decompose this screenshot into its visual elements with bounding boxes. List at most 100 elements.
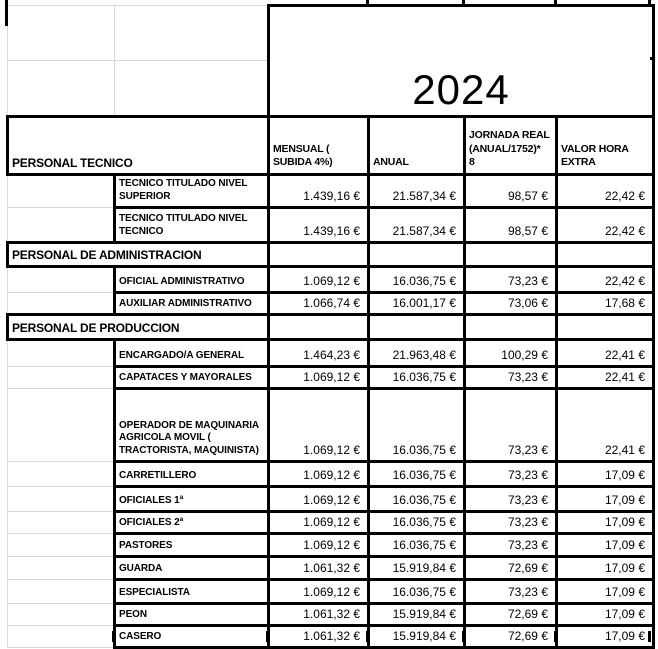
cell-mensual[interactable]: 1.439,16 € xyxy=(267,206,370,244)
cell-mensual[interactable]: 1.069,12 € xyxy=(267,460,370,488)
row-label-cell[interactable]: ESPECIALISTA xyxy=(113,578,270,605)
cell-hora-extra[interactable]: 22,41 € xyxy=(555,365,655,390)
cell-anual[interactable]: 15.919,84 € xyxy=(367,555,466,581)
row-label-cell[interactable]: OFICIAL ADMINISTRATIVO xyxy=(113,265,270,294)
row-label-cell[interactable]: CAPATACES Y MAYORALES xyxy=(113,365,270,390)
gridline-tick xyxy=(650,57,655,60)
cell-anual[interactable]: 16.036,75 € xyxy=(367,387,466,463)
cell-hora-extra[interactable]: 22,42 € xyxy=(555,206,655,244)
cell-mensual[interactable]: 1.061,32 € xyxy=(267,602,370,627)
row-label-cell[interactable]: TECNICO TITULADO NIVEL SUPERIOR xyxy=(113,173,270,209)
row-label-cell[interactable]: AUXILIAR ADMINISTRATIVO xyxy=(113,291,270,316)
empty-cell xyxy=(267,313,370,341)
cell-jornada[interactable]: 73,23 € xyxy=(463,265,558,294)
row-label-cell[interactable]: ENCARGADO/A GENERAL xyxy=(113,338,270,368)
cell-jornada[interactable]: 72,69 € xyxy=(463,624,558,649)
row-label-cell[interactable]: CARRETILLERO xyxy=(113,460,270,488)
cell-jornada[interactable]: 100,29 € xyxy=(463,338,558,368)
row-label-cell[interactable]: OPERADOR DE MAQUINARIA AGRICOLA MOVIL ( … xyxy=(113,387,270,463)
cell-hora-extra[interactable]: 17,68 € xyxy=(555,291,655,316)
cell-anual[interactable]: 15.919,84 € xyxy=(367,602,466,627)
cell-mensual[interactable]: 1.069,12 € xyxy=(267,387,370,463)
cell-year[interactable]: 2024 xyxy=(267,4,655,118)
cell-jornada[interactable]: 98,57 € xyxy=(463,173,558,209)
cell-hora-extra[interactable]: 17,09 € xyxy=(555,532,655,558)
cell-anual[interactable]: 16.036,75 € xyxy=(367,460,466,488)
cell-jornada[interactable]: 98,57 € xyxy=(463,206,558,244)
cell-mensual[interactable]: 1.069,12 € xyxy=(267,265,370,294)
cell-jornada[interactable]: 72,69 € xyxy=(463,602,558,627)
cell-hora-extra[interactable]: 17,09 € xyxy=(555,578,655,605)
cell-jornada[interactable]: 73,06 € xyxy=(463,291,558,316)
cell-hora-extra[interactable]: 17,09 € xyxy=(555,624,655,649)
gridline-tick xyxy=(462,631,465,642)
cell-hora-extra[interactable]: 17,09 € xyxy=(555,602,655,627)
cell-jornada[interactable]: 73,23 € xyxy=(463,387,558,463)
empty-cell xyxy=(367,313,466,341)
col-header-anual[interactable]: ANUAL xyxy=(367,115,466,176)
row-label-cell[interactable]: OFICIALES 1ª xyxy=(113,485,270,513)
cell-anual[interactable]: 21.587,34 € xyxy=(367,173,466,209)
cell-mensual[interactable]: 1.069,12 € xyxy=(267,365,370,390)
cell-jornada[interactable]: 73,23 € xyxy=(463,532,558,558)
cell-hora-extra[interactable]: 22,42 € xyxy=(555,265,655,294)
row-indent-cell xyxy=(7,486,115,512)
cell-hora-extra[interactable]: 17,09 € xyxy=(555,555,655,581)
cell-jornada[interactable]: 72,69 € xyxy=(463,555,558,581)
cell-anual[interactable]: 16.036,75 € xyxy=(367,365,466,390)
cell-anual[interactable]: 21.963,48 € xyxy=(367,338,466,368)
cell-jornada[interactable]: 73,23 € xyxy=(463,460,558,488)
cell-hora-extra[interactable]: 22,41 € xyxy=(555,338,655,368)
cell-mensual[interactable]: 1.061,32 € xyxy=(267,624,370,649)
cell-mensual[interactable]: 1.464,23 € xyxy=(267,338,370,368)
row-label-cell[interactable]: OFICIALES 2ª xyxy=(113,510,270,535)
cell-anual[interactable]: 16.036,75 € xyxy=(367,485,466,513)
col-header-valor-hora-extra[interactable]: VALOR HORA EXTRA xyxy=(555,115,655,176)
table-row: OFICIALES 2ª 1.069,12 € 16.036,75 € 73,2… xyxy=(7,510,655,535)
section-label-cell[interactable]: PERSONAL DE ADMINISTRACION xyxy=(6,241,270,268)
cell-anual[interactable]: 16.036,75 € xyxy=(367,265,466,294)
cell-jornada[interactable]: 73,23 € xyxy=(463,485,558,513)
table-row: TECNICO TITULADO NIVEL TECNICO 1.439,16 … xyxy=(7,206,655,244)
row-indent-cell xyxy=(7,556,115,580)
cell-jornada[interactable]: 73,23 € xyxy=(463,510,558,535)
cell-hora-extra[interactable]: 17,09 € xyxy=(555,510,655,535)
table-row: GUARDA 1.061,32 € 15.919,84 € 72,69 € 17… xyxy=(7,555,655,581)
cell-mensual[interactable]: 1.061,32 € xyxy=(267,555,370,581)
cell-mensual[interactable]: 1.439,16 € xyxy=(267,173,370,209)
cell-hora-extra[interactable]: 22,41 € xyxy=(555,387,655,463)
cell-anual[interactable]: 15.919,84 € xyxy=(367,624,466,649)
row-indent-cell xyxy=(7,266,115,293)
col-header-mensual[interactable]: MENSUAL ( SUBIDA 4%) xyxy=(267,115,370,176)
cell-hora-extra[interactable]: 17,09 € xyxy=(555,460,655,488)
row-label-cell[interactable]: PEON xyxy=(113,602,270,627)
cell-anual[interactable]: 16.001,17 € xyxy=(367,291,466,316)
cell-hora-extra[interactable]: 17,09 € xyxy=(555,485,655,513)
cell-mensual[interactable]: 1.069,12 € xyxy=(267,532,370,558)
table-row: ESPECIALISTA 1.069,12 € 16.036,75 € 73,2… xyxy=(7,578,655,605)
cell-jornada[interactable]: 73,23 € xyxy=(463,365,558,390)
row-label-cell[interactable]: GUARDA xyxy=(113,555,270,581)
col-header-jornada-real[interactable]: JORNADA REAL (ANUAL/1752)* 8 xyxy=(463,115,558,176)
row-label-cell[interactable]: TECNICO TITULADO NIVEL TECNICO xyxy=(113,206,270,244)
table-row: OFICIALES 1ª 1.069,12 € 16.036,75 € 73,2… xyxy=(7,485,655,513)
cell-mensual[interactable]: 1.069,12 € xyxy=(267,578,370,605)
row-indent-cell xyxy=(7,533,115,557)
cell-mensual[interactable]: 1.069,12 € xyxy=(267,510,370,535)
cell-jornada[interactable]: 73,23 € xyxy=(463,578,558,605)
cell-hora-extra[interactable]: 22,42 € xyxy=(555,173,655,209)
cell-anual[interactable]: 16.036,75 € xyxy=(367,578,466,605)
cell-anual[interactable]: 16.036,75 € xyxy=(367,510,466,535)
header-row: PERSONAL TECNICO MENSUAL ( SUBIDA 4%) AN… xyxy=(6,115,655,176)
section-label-cell[interactable]: PERSONAL DE PRODUCCION xyxy=(6,313,270,341)
cell-anual[interactable]: 16.036,75 € xyxy=(367,532,466,558)
cell-mensual[interactable]: 1.066,74 € xyxy=(267,291,370,316)
empty-cell xyxy=(7,60,115,117)
cell-personal-tecnico[interactable]: PERSONAL TECNICO xyxy=(6,115,270,176)
cell-mensual[interactable]: 1.069,12 € xyxy=(267,485,370,513)
table-row: OFICIAL ADMINISTRATIVO 1.069,12 € 16.036… xyxy=(7,265,655,294)
empty-cell xyxy=(555,241,655,268)
cell-anual[interactable]: 21.587,34 € xyxy=(367,206,466,244)
row-label-cell[interactable]: CASERO xyxy=(113,624,270,649)
row-label-cell[interactable]: PASTORES xyxy=(113,532,270,558)
